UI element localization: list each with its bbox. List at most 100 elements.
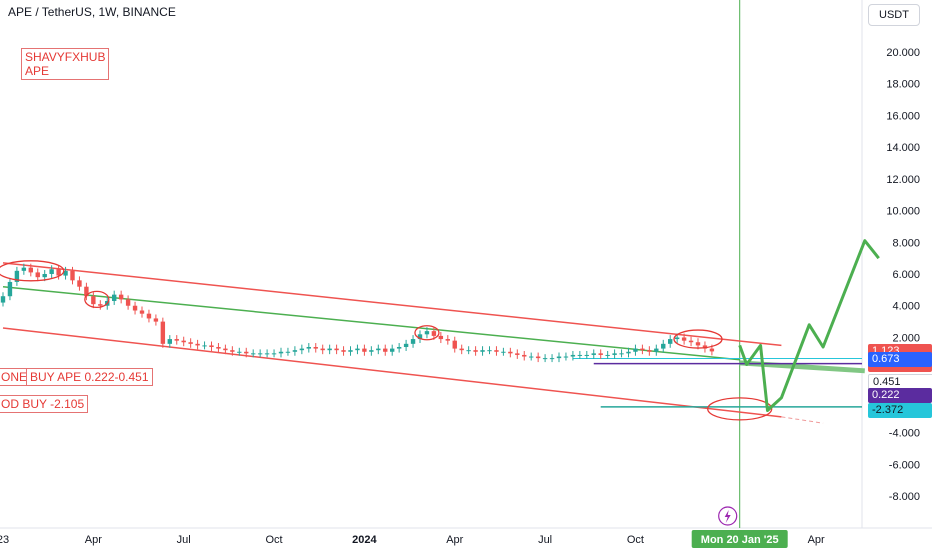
candle-body <box>570 354 576 357</box>
candle-body <box>181 340 186 343</box>
candle-body <box>264 353 270 355</box>
author-line-1: SHAVYFXHUB <box>25 50 106 64</box>
candle-body <box>563 356 569 358</box>
candle-body <box>42 274 47 278</box>
candle-body <box>223 348 228 351</box>
buy-range-note[interactable]: BUY APE 0.222-0.451 <box>26 368 153 386</box>
candle-body <box>63 270 68 276</box>
x-tick-label: Apr <box>446 534 463 546</box>
buy-zone-note[interactable]: ONE <box>0 368 32 386</box>
candle-body <box>35 272 40 278</box>
candle-body <box>445 339 450 341</box>
x-tick-label: Apr <box>808 534 825 546</box>
candle-body <box>132 305 138 311</box>
candle-body <box>598 353 603 355</box>
y-tick-label: 8.000 <box>892 237 920 249</box>
candle-body <box>417 334 423 340</box>
candle-body <box>14 270 20 282</box>
candle-body <box>327 348 332 351</box>
currency-button[interactable]: USDT <box>868 4 920 26</box>
x-tick-label: Jul <box>177 534 191 546</box>
candle-body <box>202 345 207 347</box>
candle-body <box>278 351 284 354</box>
candle-body <box>112 294 117 301</box>
time-highlight-box <box>691 530 788 548</box>
candle-body <box>334 348 339 351</box>
candle-body <box>174 339 179 341</box>
channel-lower-extension <box>781 416 824 424</box>
highlight-ellipse <box>673 329 723 349</box>
x-tick-label: 2024 <box>352 534 377 546</box>
candle-body <box>466 350 471 352</box>
x-tick-label: Oct <box>627 534 644 546</box>
candle-body <box>77 280 82 287</box>
candle-body <box>633 348 638 352</box>
candle-body <box>535 356 541 359</box>
candle-body <box>0 296 6 303</box>
candle-body <box>681 337 687 341</box>
candle-body <box>70 270 75 281</box>
candle-body <box>542 358 548 360</box>
candle-body <box>195 343 200 346</box>
candle-body <box>257 353 263 355</box>
candle-body <box>647 350 652 352</box>
highlight-ellipse <box>0 260 65 282</box>
price-tag-value: -2.372 <box>872 404 904 417</box>
candle-body <box>230 350 235 352</box>
candle-body <box>146 313 152 319</box>
candle-body <box>403 343 409 348</box>
candle-body <box>125 299 131 306</box>
candle-body <box>529 356 534 358</box>
good-buy-note[interactable]: OD BUY -2.105 <box>0 395 89 413</box>
candle-body <box>709 348 715 352</box>
highlight-ellipse <box>414 325 440 341</box>
candle-body <box>410 339 416 344</box>
candle-body <box>688 340 694 343</box>
y-tick-label: 18.000 <box>886 79 920 91</box>
candle-body <box>118 294 124 300</box>
candle-body <box>702 345 708 349</box>
candle-body <box>390 348 395 352</box>
candle-body <box>251 353 256 355</box>
candle-body <box>376 348 381 351</box>
candle-body <box>362 348 367 352</box>
candle-body <box>459 348 464 351</box>
candle-body <box>313 347 318 349</box>
candle-body <box>612 353 617 355</box>
candle-body <box>431 331 437 336</box>
candle-body <box>355 348 360 351</box>
trend-mid-line <box>2 285 740 361</box>
candle-body <box>56 269 61 276</box>
y-tick-label: 12.000 <box>886 174 920 186</box>
candle-body <box>369 350 374 352</box>
candle-body <box>28 267 33 273</box>
y-tick-label: 2.000 <box>892 332 920 344</box>
candle-body <box>654 348 659 352</box>
price-tag-value: 0.222 <box>872 388 900 401</box>
x-tick-label: Jul <box>538 534 552 546</box>
candle-body <box>487 350 492 352</box>
author-note[interactable]: SHAVYFXHUB APE <box>21 48 110 80</box>
candle-body <box>7 281 13 297</box>
candle-body <box>556 356 562 359</box>
candle-body <box>661 343 666 349</box>
candle-body <box>584 354 589 356</box>
candle-body <box>619 353 624 355</box>
candle-body <box>299 348 305 351</box>
candle-body <box>139 310 145 314</box>
channel-lower-line <box>2 327 782 418</box>
candle-body <box>167 339 172 344</box>
candle-body <box>237 351 242 353</box>
candle-body <box>626 351 631 354</box>
candle-body <box>480 350 485 352</box>
candle-body <box>577 354 583 356</box>
candle-body <box>695 342 701 346</box>
projection-path <box>738 239 880 412</box>
price-tag-value: 0.673 <box>872 352 900 365</box>
x-tick-label: Oct <box>265 534 282 546</box>
candle-body <box>341 350 346 352</box>
y-tick-label: 14.000 <box>886 142 920 154</box>
candle-body <box>320 348 325 351</box>
